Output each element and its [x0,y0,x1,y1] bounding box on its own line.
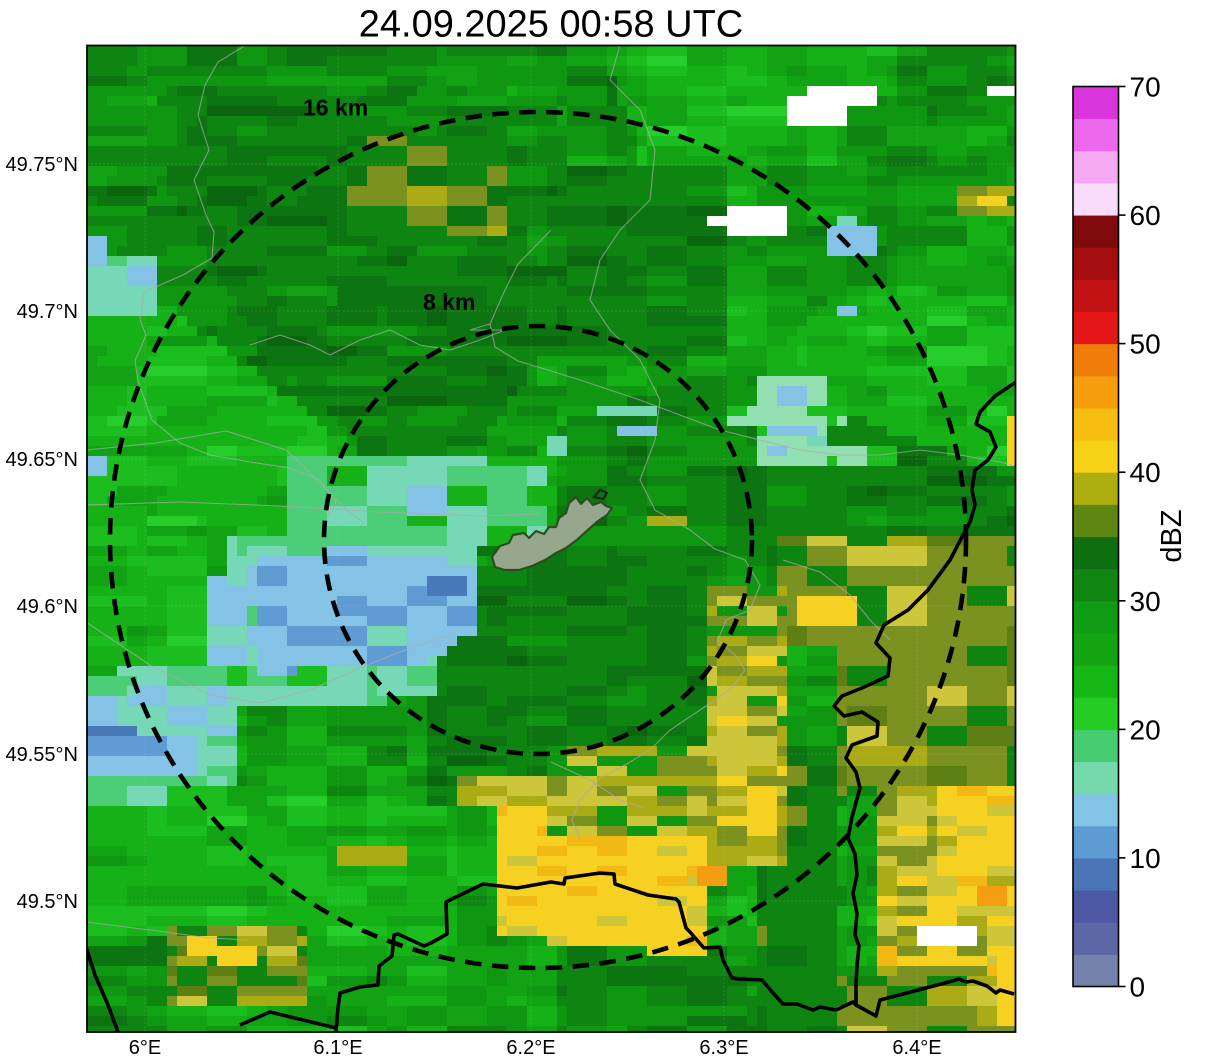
svg-text:49.55°N: 49.55°N [6,744,79,766]
svg-text:6.3°E: 6.3°E [699,1037,748,1059]
svg-text:49.5°N: 49.5°N [17,891,78,913]
svg-text:6.1°E: 6.1°E [313,1037,362,1059]
svg-text:0: 0 [1130,972,1146,1003]
svg-text:49.75°N: 49.75°N [6,154,79,176]
svg-text:49.7°N: 49.7°N [17,301,78,323]
svg-text:6°E: 6°E [129,1037,161,1059]
svg-text:8 km: 8 km [423,289,475,315]
svg-text:30: 30 [1130,586,1161,617]
svg-text:6.4°E: 6.4°E [892,1037,941,1059]
svg-text:60: 60 [1130,200,1161,231]
svg-text:20: 20 [1130,714,1161,745]
svg-text:49.6°N: 49.6°N [17,596,78,618]
svg-text:24.09.2025 00:58 UTC: 24.09.2025 00:58 UTC [359,4,744,46]
svg-text:70: 70 [1130,72,1161,103]
svg-text:6.2°E: 6.2°E [506,1037,555,1059]
svg-text:49.65°N: 49.65°N [6,449,79,471]
svg-text:40: 40 [1130,457,1161,488]
svg-text:10: 10 [1130,843,1161,874]
svg-text:16 km: 16 km [303,95,368,121]
svg-text:50: 50 [1130,329,1161,360]
svg-text:dBZ: dBZ [1156,509,1188,562]
